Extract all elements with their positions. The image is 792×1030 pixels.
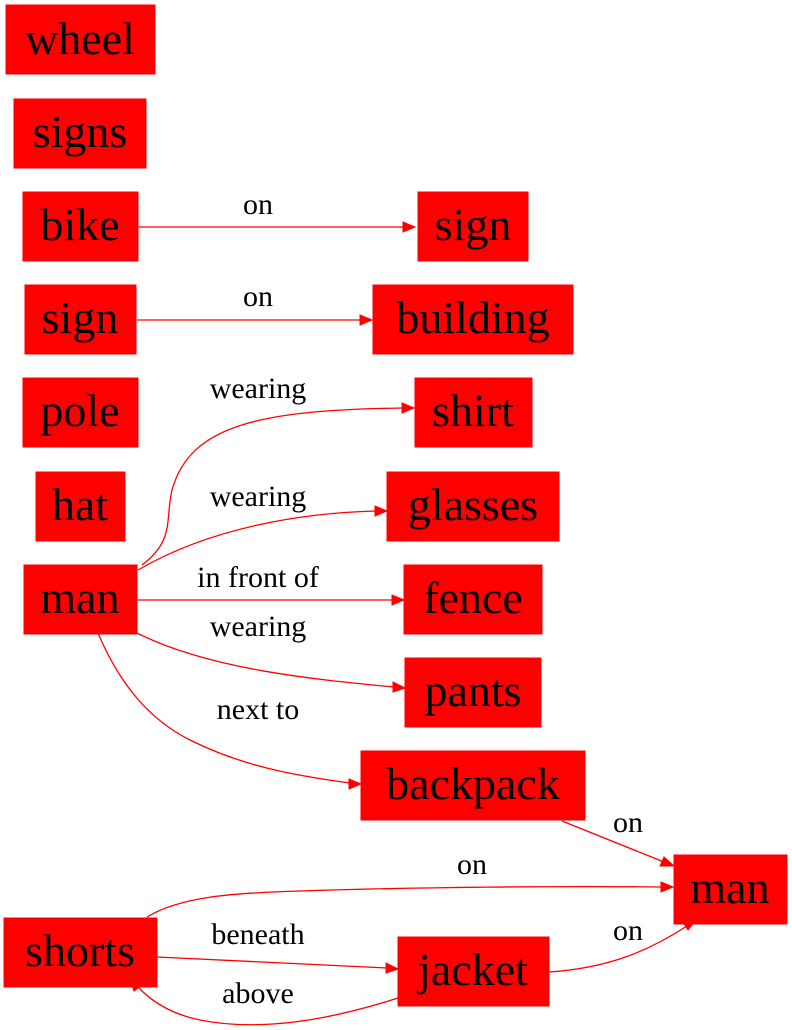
edge-man-wearing-shirt: wearing [141, 372, 416, 566]
edge-jacket-above-shorts: above [129, 977, 399, 1026]
node-sign-b: sign [24, 284, 137, 355]
node-glasses: glasses [386, 471, 560, 542]
node-man-b: man [673, 854, 788, 925]
edge-man-next-to-backpack: next to [97, 632, 363, 790]
edge-man-wearing-glasses: wearing [137, 480, 389, 571]
svg-text:building: building [396, 292, 549, 343]
node-pants: pants [404, 657, 542, 728]
svg-text:shorts: shorts [25, 925, 135, 976]
edge-sign-on-building: on [137, 280, 374, 326]
svg-text:shirt: shirt [432, 385, 514, 436]
node-shirt: shirt [414, 377, 533, 448]
edge-jacket-on-man: on [548, 914, 698, 973]
edge-label: in front of [197, 561, 319, 594]
edge-label: on [243, 188, 273, 221]
svg-text:signs: signs [33, 106, 128, 157]
node-pole: pole [22, 377, 139, 448]
svg-text:bike: bike [40, 199, 119, 250]
edge-label: on [243, 280, 273, 313]
edge-label: on [613, 806, 643, 839]
edge-shorts-beneath-jacket: beneath [156, 918, 400, 974]
svg-text:sign: sign [42, 292, 119, 343]
svg-text:jacket: jacket [416, 944, 528, 995]
node-jacket: jacket [397, 936, 550, 1007]
svg-text:man: man [690, 862, 769, 913]
edge-label: wearing [210, 480, 307, 513]
edge-label: on [613, 914, 643, 947]
svg-text:fence: fence [423, 572, 523, 623]
node-wheel: wheel [5, 4, 156, 75]
node-backpack: backpack [360, 750, 586, 821]
edge-label: on [457, 848, 487, 881]
svg-text:glasses: glasses [408, 479, 538, 530]
node-signs: signs [13, 98, 147, 169]
node-hat: hat [35, 471, 126, 542]
edge-label: next to [217, 693, 300, 726]
edge-bike-on-sign: on [138, 188, 417, 233]
edge-shorts-on-man: on [146, 848, 675, 918]
node-building: building [372, 284, 574, 355]
svg-text:backpack: backpack [386, 758, 560, 809]
node-bike: bike [22, 191, 139, 262]
edge-label: above [222, 977, 294, 1010]
edge-label: wearing [210, 610, 307, 643]
svg-text:pants: pants [424, 665, 521, 716]
node-fence: fence [403, 564, 543, 635]
svg-text:man: man [40, 572, 119, 623]
node-sign-a: sign [417, 191, 529, 262]
node-shorts: shorts [3, 917, 158, 988]
edge-label: wearing [210, 372, 307, 405]
svg-text:pole: pole [40, 385, 119, 436]
edge-label: beneath [211, 918, 304, 951]
edge-backpack-on-man: on [561, 806, 676, 867]
svg-text:wheel: wheel [25, 13, 135, 64]
svg-text:sign: sign [435, 199, 512, 250]
edge-man-wearing-pants: wearing [136, 610, 407, 693]
edge-man-in-front-of-fence: in front of [137, 561, 406, 606]
node-man-a: man [23, 564, 138, 635]
svg-text:hat: hat [52, 479, 108, 530]
